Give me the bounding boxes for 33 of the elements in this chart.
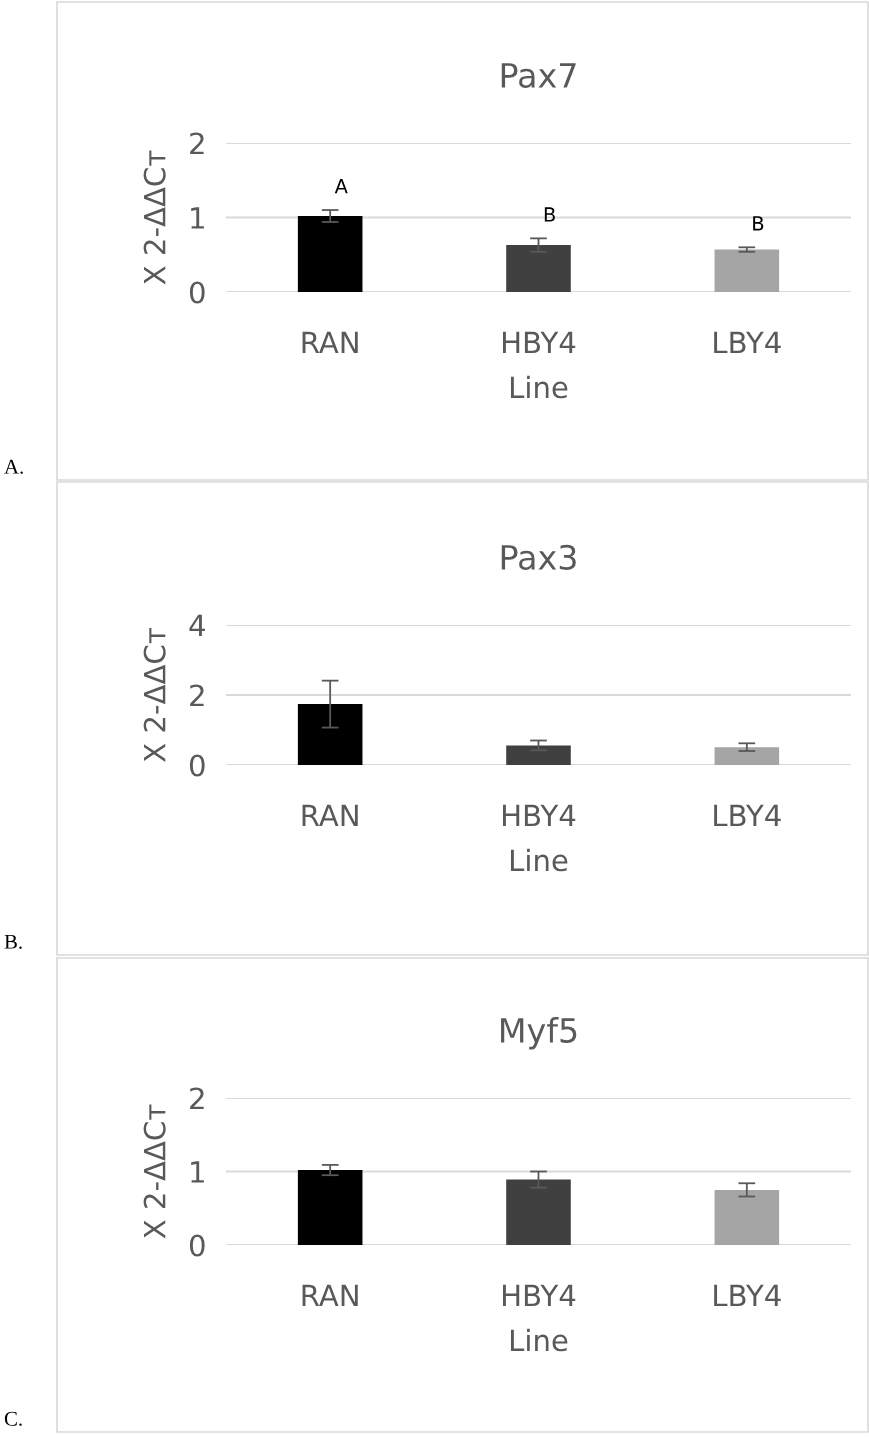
y-tick-label: 2: [190, 1087, 204, 1110]
x-tick-label: LBY4: [714, 804, 781, 827]
x-tick-label: HBY4: [503, 804, 576, 827]
y-tick-label: 2: [190, 684, 204, 707]
text: C.: [4, 1411, 22, 1426]
y-axis-title: X 2-ΔΔCᴛ: [143, 628, 166, 762]
annotation: B: [544, 207, 555, 222]
x-tick-label: HBY4: [503, 331, 576, 354]
annotation: A: [334, 179, 348, 194]
x-tick-label: RAN: [302, 1284, 358, 1307]
x-tick-label: LBY4: [714, 331, 781, 354]
y-tick-label: 0: [189, 1234, 205, 1257]
y-tick-label: 4: [189, 614, 205, 637]
y-tick-label: 1: [191, 1161, 204, 1183]
x-tick-label: LBY4: [714, 1284, 781, 1307]
y-tick-label: 0: [189, 281, 205, 304]
x-axis-title: Line: [510, 848, 568, 872]
x-tick-label: HBY4: [503, 1284, 576, 1307]
chart-title: Myf5: [501, 1017, 577, 1050]
x-tick-label: RAN: [302, 331, 358, 354]
annotation: B: [753, 216, 764, 231]
chart-title: Pax3: [501, 544, 576, 570]
y-axis-title: X 2-ΔΔCᴛ: [143, 1104, 166, 1239]
chart-title: Pax7: [501, 63, 576, 88]
y-axis-title: X 2-ΔΔCᴛ: [143, 150, 166, 285]
y-tick-label: 1: [191, 207, 204, 229]
text: B.: [4, 934, 22, 949]
y-tick-label: 2: [190, 132, 204, 155]
x-tick-label: RAN: [302, 804, 358, 827]
text: A.: [4, 459, 23, 474]
x-axis-title: Line: [510, 1328, 568, 1352]
x-axis-title: Line: [510, 375, 568, 399]
y-tick-label: 0: [189, 754, 205, 777]
